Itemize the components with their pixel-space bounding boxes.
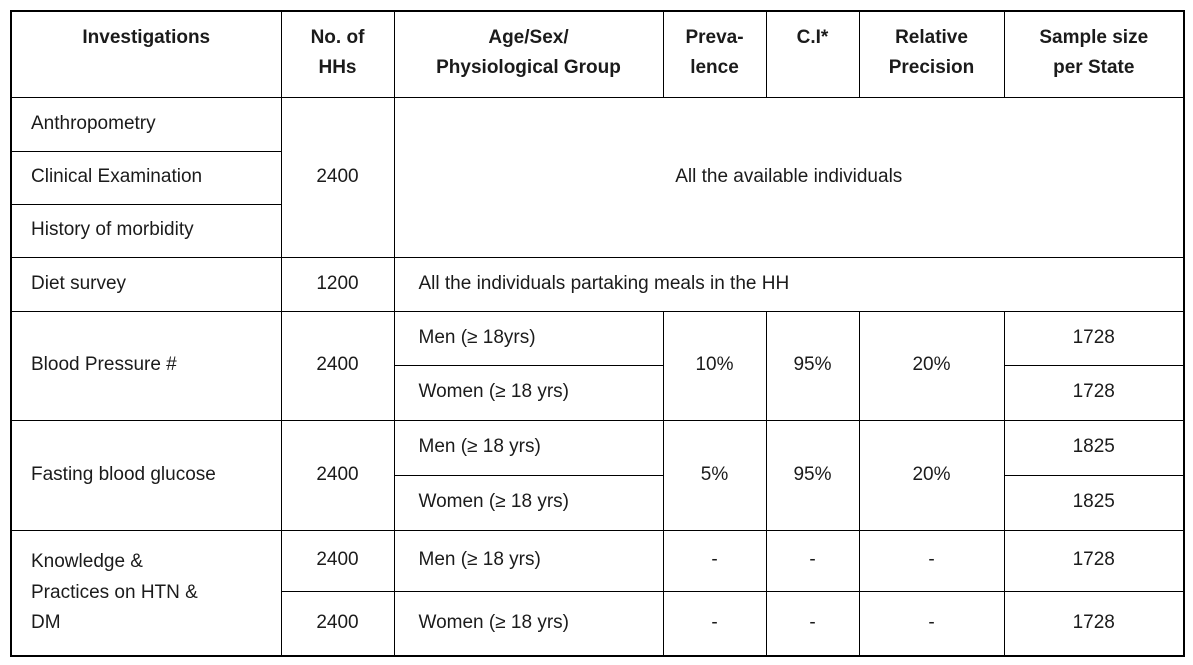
header-row: Investigations No. of HHs Age/Sex/ Physi… <box>10 10 1185 98</box>
cell-knowledge-practices-men-sample: 1728 <box>1003 529 1185 592</box>
col-header-ci: C.I* <box>765 10 860 98</box>
row-history-of-morbidity: History of morbidity <box>10 203 1184 258</box>
row-fasting-blood-glucose-men: Fasting blood glucose 2400 Men (≥ 18 yrs… <box>10 419 1185 531</box>
cell-fasting-blood-glucose-ci: 95% <box>765 419 860 531</box>
cell-fasting-blood-glucose-investigation: Fasting blood glucose <box>10 419 282 531</box>
col-header-age-sex-group: Age/Sex/ Physiological Group <box>393 10 664 98</box>
cell-knowledge-practices-women-group: Women (≥ 18 yrs) <box>393 590 664 657</box>
cell-fasting-blood-glucose-relative-precision: 20% <box>858 419 1005 531</box>
cell-fasting-blood-glucose-men-sample: 1825 <box>1003 419 1185 476</box>
cell-knowledge-practices-women-no-of-hhs: 2400 <box>280 590 395 657</box>
cell-knowledge-practices-men-no-of-hhs: 2400 <box>280 529 395 592</box>
row-fasting-blood-glucose-women: Women (≥ 18 yrs) 1825 <box>11 474 1185 531</box>
cell-blood-pressure-investigation: Blood Pressure # <box>10 310 282 421</box>
row-knowledge-practices-women: 2400 Women (≥ 18 yrs) - - - 1728 <box>11 590 1185 657</box>
cell-blood-pressure-men-sample: 1728 <box>1003 310 1185 366</box>
cell-knowledge-practices-women-sample: 1728 <box>1003 590 1185 657</box>
row-clinical-examination: Clinical Examination <box>10 150 1184 205</box>
col-header-prevalence: Preva- lence <box>662 10 767 98</box>
cell-fasting-blood-glucose-men-group: Men (≥ 18 yrs) <box>393 419 664 476</box>
cell-fasting-blood-glucose-women-sample: 1825 <box>1003 474 1185 531</box>
cell-knowledge-practices-men-relative-precision: - <box>858 529 1005 592</box>
cell-blood-pressure-no-of-hhs: 2400 <box>280 310 395 421</box>
cell-blood-pressure-ci: 95% <box>765 310 860 421</box>
cell-knowledge-practices-men-prevalence: - <box>662 529 767 592</box>
cell-anthro-section-no-of-hhs: 2400 <box>280 96 395 258</box>
row-blood-pressure-men: Blood Pressure # 2400 Men (≥ 18yrs) 10% … <box>10 310 1185 421</box>
cell-knowledge-practices-women-prevalence: - <box>662 590 767 657</box>
cell-fasting-blood-glucose-women-group: Women (≥ 18 yrs) <box>393 474 664 531</box>
cell-blood-pressure-relative-precision: 20% <box>858 310 1005 421</box>
cell-knowledge-practices-investigation: Knowledge & Practices on HTN & DM <box>10 529 282 657</box>
cell-anthro-section-group: All the available individuals <box>393 96 1185 258</box>
cell-blood-pressure-women-sample: 1728 <box>1003 364 1185 421</box>
cell-clinical-examination-investigation: Clinical Examination <box>10 150 282 205</box>
cell-blood-pressure-prevalence: 10% <box>662 310 767 421</box>
cell-knowledge-practices-men-group: Men (≥ 18 yrs) <box>393 529 664 592</box>
cell-diet-survey-investigation: Diet survey <box>10 256 282 312</box>
cell-blood-pressure-women-group: Women (≥ 18 yrs) <box>393 364 664 421</box>
cell-fasting-blood-glucose-no-of-hhs: 2400 <box>280 419 395 531</box>
col-header-no-of-hhs: No. of HHs <box>280 10 395 98</box>
col-header-relative-precision: Relative Precision <box>858 10 1005 98</box>
col-header-investigations: Investigations <box>10 10 282 98</box>
cell-fasting-blood-glucose-prevalence: 5% <box>662 419 767 531</box>
sampling-plan-table: Investigations No. of HHs Age/Sex/ Physi… <box>10 10 1185 657</box>
cell-diet-survey-group: All the individuals partaking meals in t… <box>393 256 1185 312</box>
cell-anthropometry-investigation: Anthropometry <box>10 96 282 152</box>
cell-history-of-morbidity-investigation: History of morbidity <box>10 203 282 258</box>
col-header-sample-size-per-state: Sample size per State <box>1003 10 1185 98</box>
cell-knowledge-practices-women-ci: - <box>765 590 860 657</box>
row-diet-survey: Diet survey 1200 All the individuals par… <box>10 256 1185 312</box>
row-knowledge-practices-men: Knowledge & Practices on HTN & DM 2400 M… <box>10 529 1185 657</box>
row-anthropometry: Anthropometry 2400 All the available ind… <box>10 96 1185 258</box>
cell-diet-survey-no-of-hhs: 1200 <box>280 256 395 312</box>
cell-knowledge-practices-men-ci: - <box>765 529 860 592</box>
cell-blood-pressure-men-group: Men (≥ 18yrs) <box>393 310 664 366</box>
cell-knowledge-practices-women-relative-precision: - <box>858 590 1005 657</box>
